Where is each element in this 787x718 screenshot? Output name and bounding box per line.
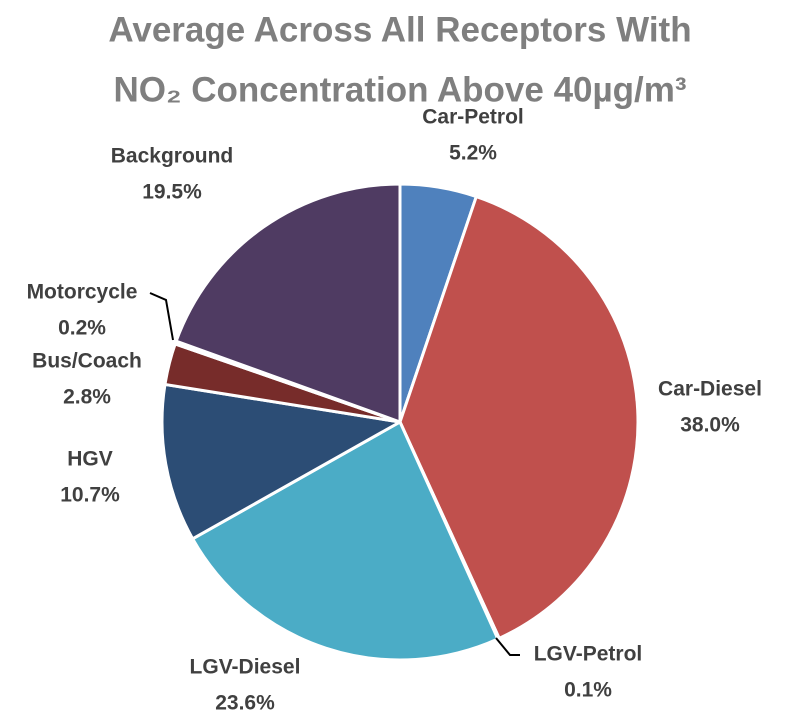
value-label: 0.1%	[564, 679, 612, 702]
category-label: Bus/Coach	[32, 350, 142, 373]
category-label: Motorcycle	[27, 281, 138, 304]
pie-slice	[174, 182, 402, 424]
pie-slice	[191, 420, 500, 662]
chart-title: Average Across All Receptors With	[108, 10, 691, 49]
value-label: 38.0%	[680, 414, 740, 437]
pie-slice	[398, 195, 640, 640]
chart-title: NO₂ Concentration Above 40µg/m³	[113, 70, 686, 109]
category-label: LGV-Petrol	[534, 643, 643, 666]
value-label: 19.5%	[142, 181, 202, 204]
value-label: 10.7%	[60, 484, 120, 507]
category-label: LGV-Diesel	[190, 656, 301, 679]
category-label: Background	[111, 145, 234, 168]
value-label: 23.6%	[215, 692, 275, 715]
value-label: 0.2%	[58, 317, 106, 340]
value-label: 5.2%	[449, 142, 497, 165]
leader-line	[149, 292, 174, 341]
category-label: Car-Diesel	[658, 378, 762, 401]
leader-line	[495, 637, 520, 656]
category-label: Car-Petrol	[422, 106, 524, 129]
pie-slice	[160, 382, 402, 541]
value-label: 2.8%	[63, 386, 111, 409]
category-label: HGV	[67, 448, 113, 471]
